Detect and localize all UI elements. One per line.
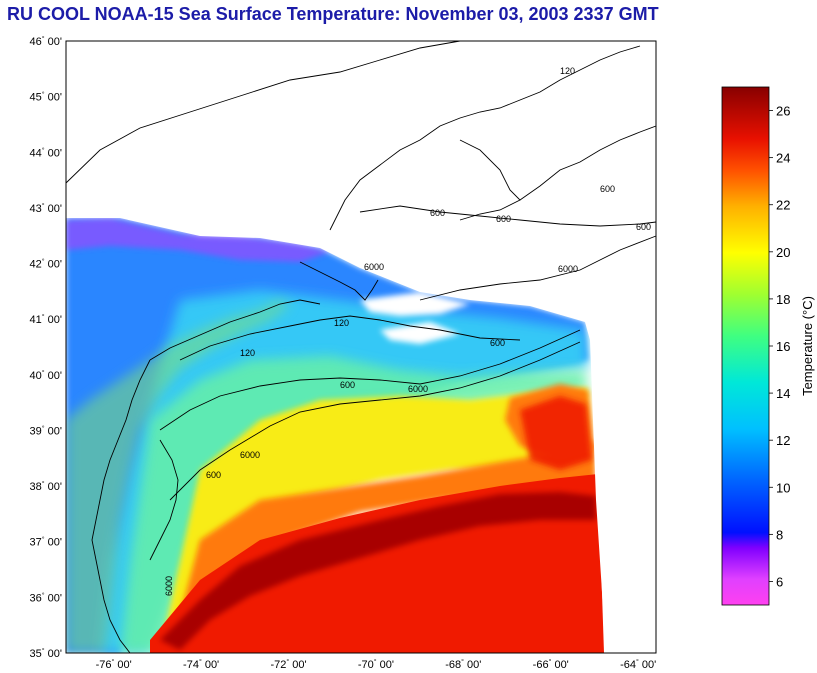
- coastline-new-england: [65, 40, 461, 184]
- latitude-tick-label: 40° 00': [30, 369, 62, 382]
- latitude-tick-label: 37° 00': [30, 536, 62, 549]
- longitude-tick-label: -72° 00': [270, 658, 306, 671]
- contour-label: 6000: [558, 264, 578, 274]
- longitude-tick-label: -68° 00': [445, 658, 481, 671]
- latitude-tick-label: 46° 00': [30, 35, 62, 48]
- coastline-mid-atlantic: [149, 299, 321, 361]
- map-border: [65, 40, 657, 654]
- contour-label: 600: [636, 222, 651, 232]
- colorbar-tick-label: 12: [776, 433, 790, 448]
- contour-label: 600: [430, 208, 445, 218]
- colorbar-tick-label: 10: [776, 480, 790, 495]
- latitude-tick-label: 35° 00': [30, 647, 62, 660]
- contour-label: 600: [490, 338, 505, 348]
- colorbar-tick-label: 8: [776, 527, 783, 542]
- contour-lines: [65, 40, 657, 654]
- contour-label: 6000: [408, 384, 428, 394]
- contour-6000m-north: [419, 235, 657, 301]
- cloud-region: [360, 292, 470, 344]
- sst-gulf-stream-core: [160, 492, 596, 650]
- latitude-tick-label: 43° 00': [30, 202, 62, 215]
- sst-warm-region: [160, 388, 592, 653]
- sst-fringe: [66, 218, 330, 262]
- longitude-axis: -76° 00' -74° 00' -72° 00' -70° 00' -68° 00'…: [96, 658, 657, 671]
- contour-label: 6000: [164, 576, 174, 596]
- colorbar-tick-label: 24: [776, 151, 790, 166]
- colorbar-label: Temperature (°C): [800, 296, 815, 396]
- coastline-maine: [329, 45, 641, 231]
- contour-label: 600: [600, 184, 615, 194]
- latitude-tick-label: 38° 00': [30, 480, 62, 493]
- land-region-west: [66, 300, 290, 653]
- longitude-tick-label: -64° 00': [620, 658, 656, 671]
- sst-mild-region: [120, 356, 588, 653]
- contour-label: 6000: [240, 450, 260, 460]
- contour-label: 6000: [364, 262, 384, 272]
- latitude-axis: 46° 00' 45° 00' 44° 00' 43° 00' 42° 00' 41° 0…: [30, 35, 62, 660]
- contour-6000m: [169, 341, 581, 501]
- longitude-tick-label: -66° 00': [533, 658, 569, 671]
- coastline-cape-cod: [299, 261, 379, 301]
- contour-label: 600: [340, 380, 355, 390]
- longitude-tick-label: -70° 00': [358, 658, 394, 671]
- map-title: RU COOL NOAA-15 Sea Surface Temperature:…: [7, 4, 659, 24]
- coastline-fundy: [459, 139, 521, 221]
- contour-label: 120: [334, 318, 349, 328]
- latitude-tick-label: 39° 00': [30, 424, 62, 437]
- latitude-tick-label: 44° 00': [30, 146, 62, 159]
- sst-red-eddy: [520, 396, 592, 470]
- latitude-tick-label: 36° 00': [30, 591, 62, 604]
- contour-label: 600: [206, 470, 221, 480]
- contour-120m: [179, 315, 521, 361]
- colorbar-tick-label: 14: [776, 386, 790, 401]
- coastline-chesapeake: [91, 359, 151, 654]
- contour-label: 120: [240, 348, 255, 358]
- colorbar: 26 24 22 20 18 16 14 12 10 8 6 Temperature (°C): [721, 86, 815, 606]
- contour-600m: [159, 329, 581, 431]
- colorbar-tick-label: 6: [776, 574, 783, 589]
- sst-image: [66, 41, 656, 653]
- colorbar-tick-label: 16: [776, 339, 790, 354]
- latitude-tick-label: 45° 00': [30, 91, 62, 104]
- longitude-tick-label: -76° 00': [96, 658, 132, 671]
- colorbar-tick-label: 20: [776, 245, 790, 260]
- contour-label: 600: [496, 214, 511, 224]
- contour-label-group: 120 600 6000 600 6000 120 600 6000 600 1…: [164, 66, 651, 596]
- coastline-nova-scotia: [519, 125, 657, 201]
- colorbar-tick-label: 22: [776, 198, 790, 213]
- latitude-tick-label: 41° 00': [30, 313, 62, 326]
- latitude-tick-label: 42° 00': [30, 258, 62, 271]
- colorbar-tick-label: 18: [776, 292, 790, 307]
- contour-600m-north: [359, 205, 657, 227]
- contour-south-slope: [149, 439, 179, 561]
- colorbar-ticks: 26 24 22 20 18 16 14 12 10 8 6: [769, 104, 790, 589]
- longitude-tick-label: -74° 00': [183, 658, 219, 671]
- contour-label: 120: [560, 66, 575, 76]
- colorbar-tick-label: 26: [776, 104, 790, 119]
- no-data-region: [66, 41, 656, 653]
- colorbar-gradient: [722, 87, 769, 605]
